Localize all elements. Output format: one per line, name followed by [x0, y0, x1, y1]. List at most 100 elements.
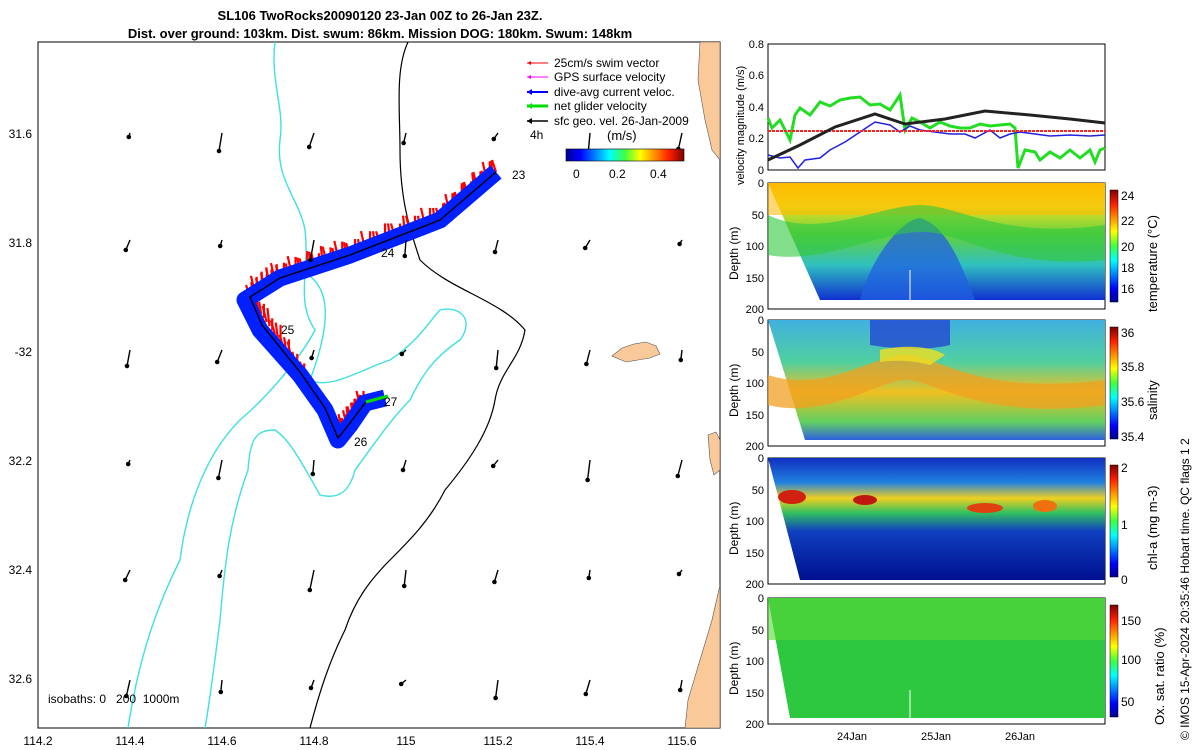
geo-arrow-head [124, 693, 129, 699]
lon-tick: 115.4 [575, 734, 604, 748]
lat-tick: 32.2 [9, 454, 33, 468]
geo-arrow [217, 459, 223, 479]
depth-tick: 200 [746, 304, 764, 316]
geo-arrow-head [398, 681, 404, 687]
lon-tick: 115.2 [483, 734, 512, 748]
geo-arrow-head [306, 144, 312, 150]
depth-tick: 150 [746, 410, 764, 422]
net-glider-velocity-segment [365, 394, 389, 404]
geo-arrow [586, 459, 591, 481]
time-tick: 24Jan [837, 731, 867, 743]
geo-arrow [308, 132, 315, 148]
temperature-cbtick: 24 [1121, 189, 1135, 203]
geo-arrow-head [678, 357, 684, 363]
day-label: 27 [384, 395, 398, 409]
lon-tick: 114.4 [115, 734, 144, 748]
salinity-cbtick: 35.8 [1121, 360, 1145, 374]
chla-cbtick: 1 [1121, 518, 1128, 532]
velocity-ytick: 0.4 [749, 102, 764, 114]
geo-arrow-head [401, 583, 407, 589]
geo-arrow [309, 569, 315, 591]
depth-tick: 50 [752, 347, 764, 359]
temperature-cbtick: 18 [1121, 261, 1135, 275]
depth-tick: 50 [752, 485, 764, 497]
geo-arrow-head [493, 695, 498, 701]
geo-arrow [677, 132, 683, 150]
geo-arrow-head [126, 134, 132, 140]
oxygen-ylabel: Depth (m) [727, 642, 741, 695]
geo-arrow-head [308, 257, 313, 263]
temperature-cbtick: 20 [1121, 240, 1135, 254]
depth-tick: 0 [758, 178, 764, 190]
depth-tick: 100 [746, 241, 764, 253]
geo-arrow [585, 679, 591, 695]
day-label: 23 [512, 168, 526, 182]
chla-panel: 0 1 2 chl-a (mg m-3) 0 50 100 150 200 De… [727, 453, 1160, 591]
legend-swim-vector: 25cm/s swim vector [554, 56, 659, 70]
time-interval-label: 4h [530, 128, 543, 142]
temperature-ylabel: Depth (m) [727, 227, 741, 280]
geo-arrow-head [310, 471, 316, 477]
geo-arrow [126, 349, 131, 367]
oxygen-panel: 50 100 150 Ox. sat. ratio (%) 0 50 100 1… [727, 593, 1167, 731]
temperature-panel: 16 18 20 22 24 temperature (°C) 0 50 100… [727, 178, 1160, 316]
geo-arrow-head [583, 691, 589, 697]
depth-tick: 150 [746, 548, 764, 560]
geo-arrow-head [401, 140, 406, 146]
geo-arrow [495, 349, 499, 369]
geo-arrow [309, 239, 315, 261]
swim-vector [490, 159, 498, 173]
geo-arrow-head [582, 245, 588, 251]
geo-arrow-head [216, 475, 221, 481]
colorbar-tick: 0 [573, 167, 580, 181]
lat-tick: -32 [15, 345, 33, 359]
sfc-geo-velocity-line [767, 109, 1106, 162]
geo-arrow-head [492, 249, 498, 255]
salinity-cblabel: salinity [1145, 380, 1160, 420]
geo-arrow [494, 679, 499, 699]
day-label: 25 [281, 323, 295, 337]
swim-vector [274, 322, 279, 339]
plot-subtitle: Dist. over ground: 103km. Dist. swum: 86… [127, 26, 633, 41]
depth-tick: 200 [746, 579, 764, 591]
chla-cbtick: 2 [1121, 461, 1128, 475]
isobath-0m [309, 42, 526, 728]
depth-tick: 200 [746, 441, 764, 453]
geo-arrow-head [399, 351, 405, 357]
geo-arrow [677, 459, 683, 477]
velocity-ytick: 0.6 [749, 70, 764, 82]
oxygen-cbtick: 150 [1121, 614, 1141, 628]
depth-tick: 100 [746, 516, 764, 528]
geo-arrow-head [307, 587, 313, 593]
oxygen-cbtick: 100 [1121, 653, 1141, 667]
time-tick: 25Jan [921, 731, 951, 743]
depth-tick: 0 [758, 315, 764, 327]
geo-arrow-head [122, 577, 128, 583]
geo-arrow [585, 349, 591, 365]
swim-vector [258, 301, 263, 314]
temperature-cbtick: 16 [1121, 282, 1135, 296]
geo-arrow-head [675, 473, 681, 479]
oxygen-colorbar [1109, 604, 1119, 718]
salinity-cbtick: 35.6 [1121, 395, 1145, 409]
day-label: 24 [381, 246, 395, 260]
isobath-note: isobaths: 0 200 1000m [48, 692, 179, 706]
isobath-1000m [127, 42, 316, 728]
geo-arrow-head [585, 477, 590, 483]
lat-tick: 32.6 [9, 672, 33, 686]
geo-arrow-head [584, 361, 589, 367]
lat-tick: 31.8 [9, 236, 33, 250]
time-axis: 24Jan 25Jan 26Jan [837, 731, 1035, 743]
swim-vector [266, 308, 271, 327]
geo-arrow [404, 239, 407, 257]
lon-tick: 114.2 [23, 734, 52, 748]
velocity-ylabel: velocity magnitude (m/s) [735, 66, 747, 185]
geo-arrow-head [676, 571, 682, 577]
geo-arrow-head [402, 253, 408, 259]
land-island [611, 341, 661, 363]
legend-sfc-geo-velocity: sfc geo. vel. 26-Jan-2009 [554, 114, 689, 128]
depth-tick: 200 [746, 719, 764, 731]
depth-tick: 100 [746, 378, 764, 390]
velocity-panel: 0 0.2 0.4 0.6 0.8 velocity magnitude (m/… [735, 39, 1106, 185]
geo-arrow-head [123, 247, 129, 253]
